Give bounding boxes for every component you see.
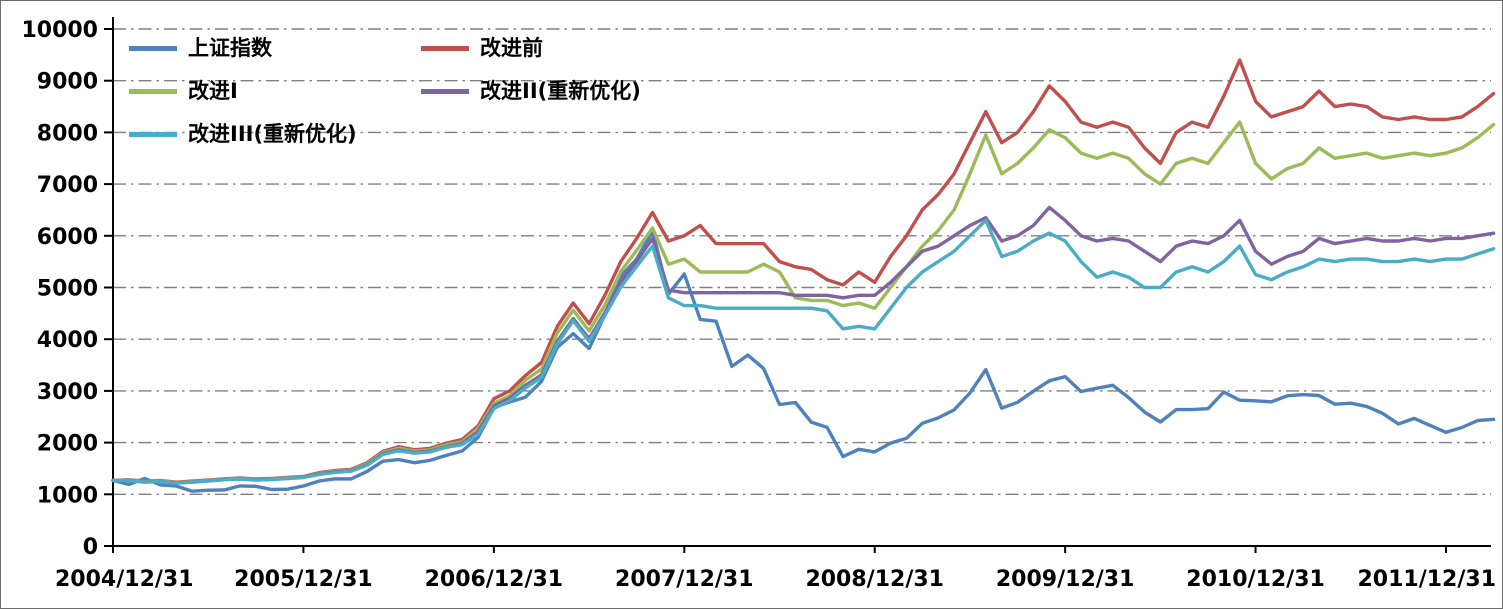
legend-swatch-icon xyxy=(129,46,177,51)
series-line-4 xyxy=(111,218,1496,485)
series-line-2 xyxy=(111,120,1496,485)
gridlines xyxy=(113,28,1491,495)
x-tick-label-6: 2010/12/31 xyxy=(1186,567,1325,592)
legend-label: 改进前 xyxy=(480,36,543,60)
legend-item-0: 上证指数 xyxy=(129,33,421,64)
y-tick-label-4000: 4000 xyxy=(37,328,98,353)
y-tick-label-10000: 10000 xyxy=(21,18,98,43)
legend-label: 改进I xyxy=(188,79,238,103)
x-tick-label-4: 2008/12/31 xyxy=(805,567,944,592)
series-lines xyxy=(111,58,1496,493)
x-tick-label-0: 2004/12/31 xyxy=(55,567,194,592)
legend-swatch-icon xyxy=(129,132,177,137)
y-tick-label-7000: 7000 xyxy=(37,173,98,198)
legend-label: 改进III(重新优化) xyxy=(188,122,357,146)
x-axis-labels: 2004/12/31 2005/12/31 2006/12/31 2007/12/31… xyxy=(55,546,1496,592)
legend-item-2: 改进I xyxy=(129,76,421,107)
y-tick-label-1000: 1000 xyxy=(37,483,98,508)
y-tick-label-9000: 9000 xyxy=(37,70,98,95)
series-line-3 xyxy=(111,205,1496,485)
series-line-0 xyxy=(111,229,1496,493)
y-tick-label-8000: 8000 xyxy=(37,121,98,146)
legend-swatch-icon xyxy=(129,89,177,94)
legend-item-3: 改进II(重新优化) xyxy=(421,76,761,107)
y-tick-label-2000: 2000 xyxy=(37,432,98,457)
x-tick-label-5: 2009/12/31 xyxy=(996,567,1135,592)
y-tick-label-5000: 5000 xyxy=(37,277,98,302)
legend-label: 上证指数 xyxy=(188,36,272,60)
legend-item-4: 改进III(重新优化) xyxy=(129,119,421,150)
x-tick-label-7: 2011/12/31 xyxy=(1357,567,1496,592)
legend-label: 改进II(重新优化) xyxy=(480,79,641,103)
x-tick-label-1: 2005/12/31 xyxy=(234,567,373,592)
legend-item-1: 改进前 xyxy=(421,33,761,64)
y-tick-label-6000: 6000 xyxy=(37,225,98,250)
x-tick-label-2: 2006/12/31 xyxy=(425,567,564,592)
legend-swatch-icon xyxy=(421,46,469,51)
y-axis-labels: 0 1000 2000 3000 4000 5000 6000 7000 8000 9000 100… xyxy=(21,18,113,560)
x-tick-label-3: 2007/12/31 xyxy=(615,567,754,592)
y-tick-label-0: 0 xyxy=(83,535,98,560)
legend-swatch-icon xyxy=(421,89,469,94)
legend: 上证指数 改进前改进I 改进II(重新优化) 改进III(重新优化) xyxy=(129,33,761,150)
axes xyxy=(112,17,1491,547)
y-tick-label-3000: 3000 xyxy=(37,380,98,405)
